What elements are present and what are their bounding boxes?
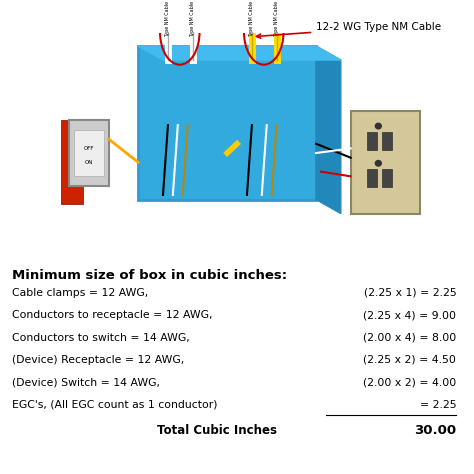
Ellipse shape (375, 123, 381, 129)
Bar (383, 132, 392, 150)
Text: Cable clamps = 12 AWG,: Cable clamps = 12 AWG, (12, 288, 148, 298)
Text: (2.00 x 4) = 8.00: (2.00 x 4) = 8.00 (363, 333, 456, 343)
Bar (0, 33, 468, 254)
Text: Minimum size of box in cubic inches:: Minimum size of box in cubic inches: (12, 269, 287, 283)
Text: OFF: OFF (83, 146, 94, 151)
Text: Conductors to switch = 14 AWG,: Conductors to switch = 14 AWG, (12, 333, 190, 343)
Bar (74, 130, 104, 176)
Polygon shape (316, 46, 341, 213)
Text: Type NM Cable: Type NM Cable (274, 0, 279, 37)
Text: (2.25 x 4) = 9.00: (2.25 x 4) = 9.00 (364, 310, 456, 320)
Text: (2.25 x 2) = 4.50: (2.25 x 2) = 4.50 (364, 355, 456, 365)
Text: 14-2 WG Type NM Cable: 14-2 WG Type NM Cable (0, 473, 1, 474)
Polygon shape (138, 46, 341, 60)
Text: ON: ON (85, 160, 93, 165)
Text: (Device) Receptacle = 12 AWG,: (Device) Receptacle = 12 AWG, (12, 355, 184, 365)
Bar (351, 111, 420, 213)
Bar (383, 169, 392, 188)
Bar (367, 132, 377, 150)
Text: 30.00: 30.00 (414, 424, 456, 437)
Bar (367, 169, 377, 188)
Text: (2.00 x 2) = 4.00: (2.00 x 2) = 4.00 (363, 377, 456, 387)
Text: Type NM Cable: Type NM Cable (190, 0, 195, 37)
FancyBboxPatch shape (138, 46, 316, 200)
Text: = 2.25: = 2.25 (420, 400, 456, 410)
Text: Type NM Cable: Type NM Cable (165, 0, 171, 37)
Text: 12-2 WG Type NM Cable: 12-2 WG Type NM Cable (256, 22, 441, 38)
Ellipse shape (375, 161, 381, 166)
Text: Total Cubic Inches: Total Cubic Inches (156, 424, 277, 437)
Bar (69, 120, 109, 186)
Bar (61, 120, 83, 204)
Text: (Device) Switch = 14 AWG,: (Device) Switch = 14 AWG, (12, 377, 160, 387)
Text: (2.25 x 1) = 2.25: (2.25 x 1) = 2.25 (364, 288, 456, 298)
Text: Conductors to receptacle = 12 AWG,: Conductors to receptacle = 12 AWG, (12, 310, 212, 320)
Text: EGC's, (All EGC count as 1 conductor): EGC's, (All EGC count as 1 conductor) (12, 400, 218, 410)
Text: Type NM Cable: Type NM Cable (249, 0, 255, 37)
